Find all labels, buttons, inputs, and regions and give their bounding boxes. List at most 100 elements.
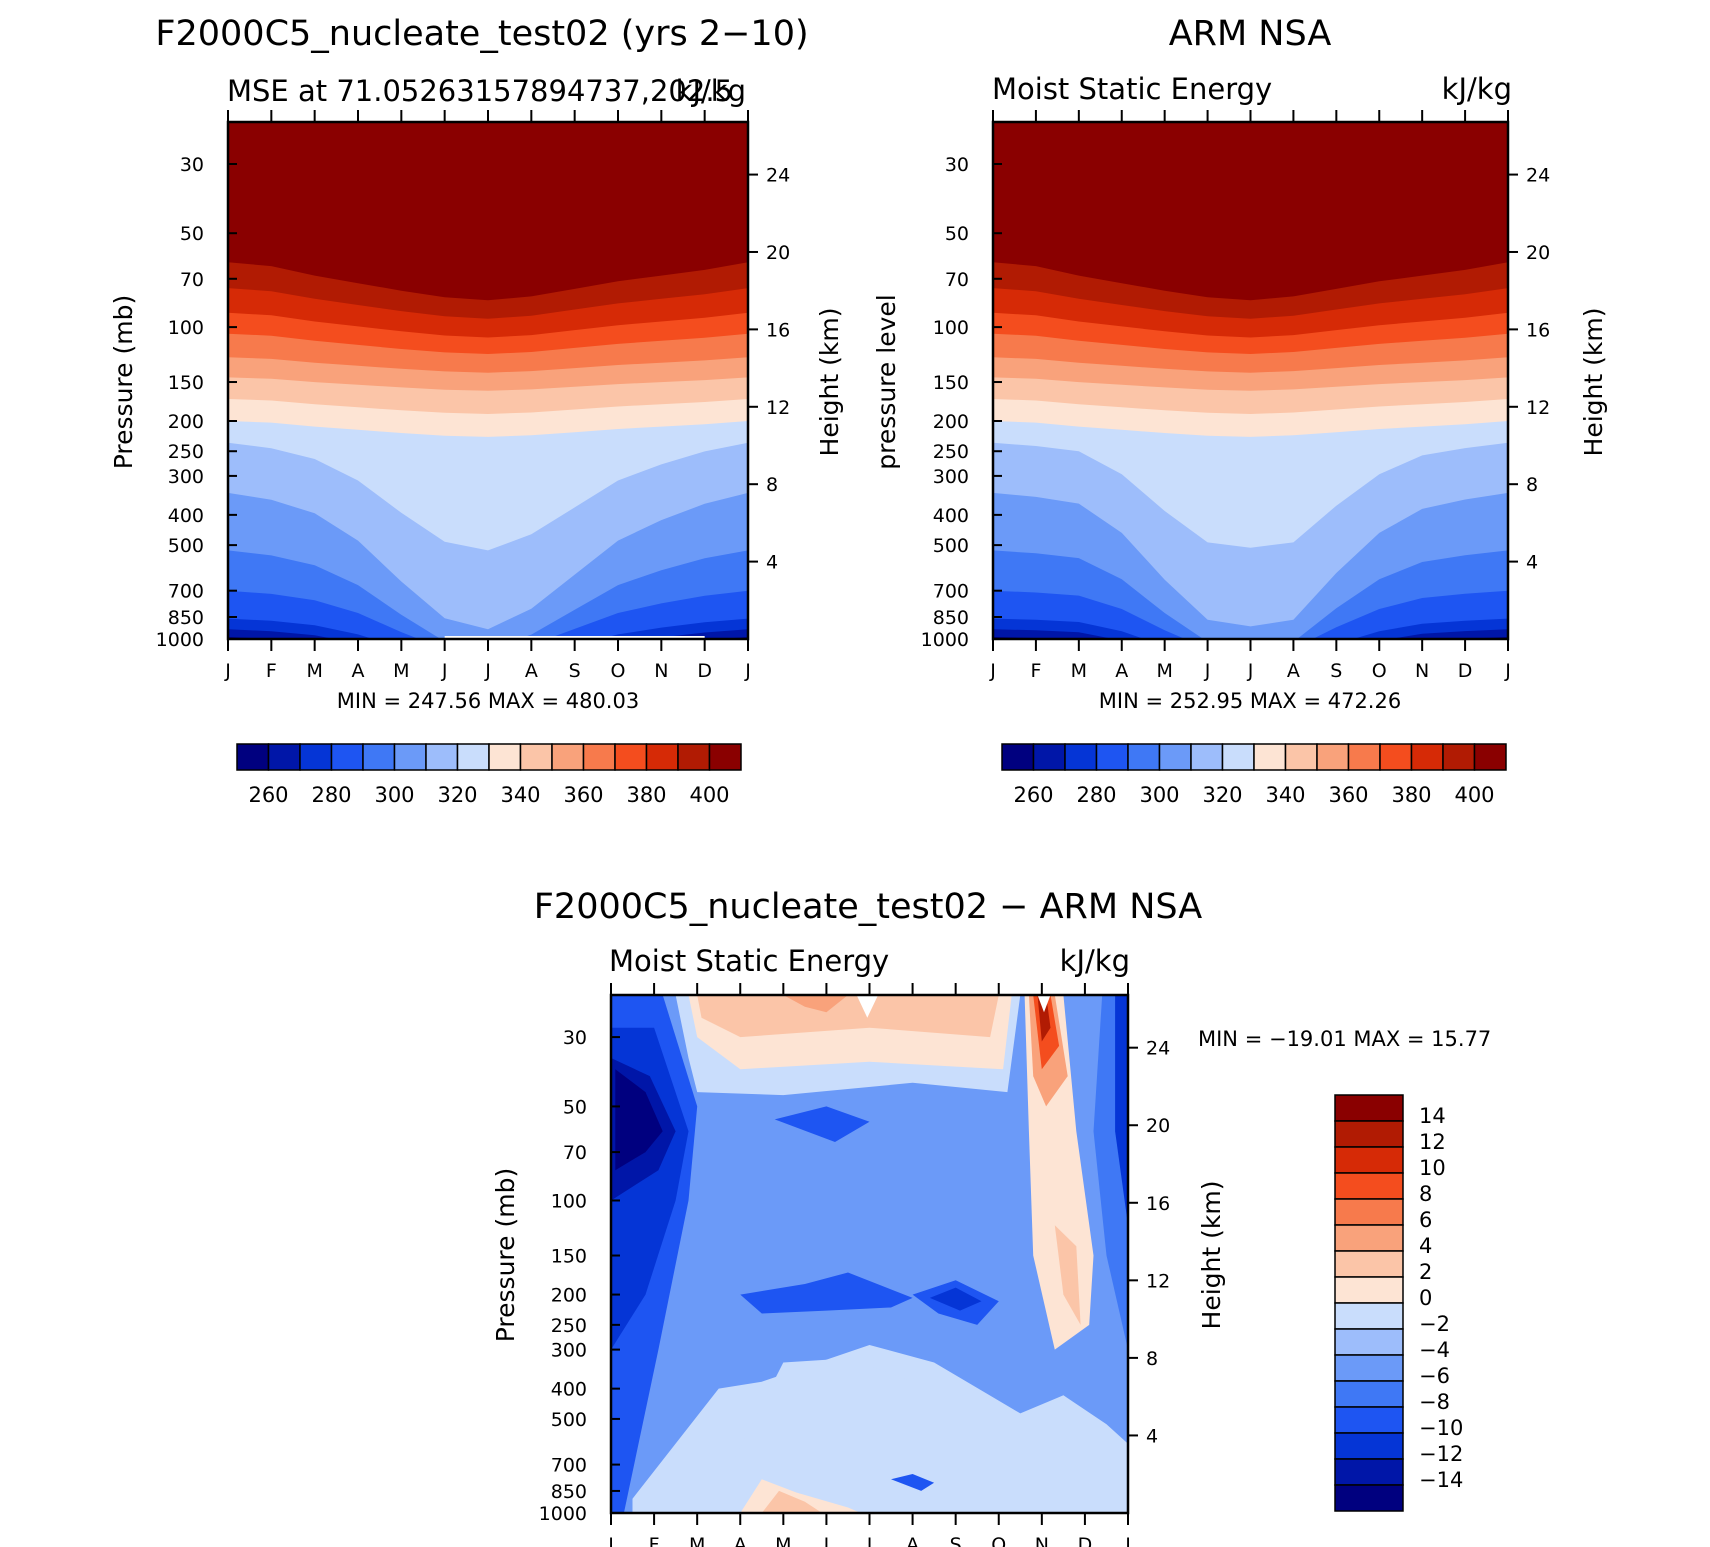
contour-band (697, 995, 999, 1038)
x-tick-label: J (441, 660, 448, 682)
y-tick-label: 400 (551, 1379, 587, 1401)
y2-tick-label: 24 (766, 165, 790, 187)
x-tick-label: A (352, 660, 365, 682)
y-axis-label: Pressure (mb) (491, 1168, 520, 1342)
contour-band (1037, 995, 1051, 1042)
x-tick-label: D (697, 660, 712, 682)
contour-band (783, 995, 848, 1013)
y2-tick-label: 4 (1146, 1425, 1158, 1447)
colorbar-swatch (1334, 1198, 1404, 1226)
colorbar-label: 340 (500, 783, 540, 807)
y-tick-label: 70 (945, 269, 969, 291)
colorbar-label: 2 (1419, 1260, 1432, 1284)
colorbar-swatch (1158, 743, 1192, 771)
colorbar-swatch (1334, 1328, 1404, 1356)
colorbar-swatch (1473, 743, 1507, 771)
contour-band (228, 590, 748, 639)
colorbar-swatch (1334, 1406, 1404, 1434)
y-tick-label: 200 (933, 411, 969, 433)
x-tick-label: J (744, 660, 751, 682)
y-tick-label: 250 (933, 441, 969, 463)
x-tick-label: M (393, 660, 409, 682)
colorbar-swatch (1334, 1354, 1404, 1382)
contour-band (993, 618, 1508, 639)
y-tick-label: 100 (551, 1190, 587, 1212)
colorbar-swatch (1001, 743, 1035, 771)
colorbar-swatch (645, 743, 679, 771)
x-tick-label: M (689, 1534, 705, 1547)
colorbar-label: 400 (1454, 783, 1494, 807)
colorbar: 260 280 300 320 340 360 380 400 (1001, 743, 1507, 807)
y2-tick-label: 8 (1526, 474, 1538, 496)
y-tick-label: 300 (551, 1340, 587, 1362)
colorbar-swatch (488, 743, 522, 771)
colorbar-swatch (1442, 743, 1476, 771)
contour-fill (993, 122, 1508, 639)
x-tick-label: M (1071, 660, 1087, 682)
y-axis-label: Pressure (mb) (109, 295, 138, 469)
colorbar-label: 280 (1076, 783, 1116, 807)
colorbar-label: 14 (1419, 1104, 1446, 1128)
colorbar-swatch (614, 743, 648, 771)
colorbar-swatch (1334, 1146, 1404, 1174)
colorbar-swatch (1127, 743, 1161, 771)
contour-band (929, 1287, 982, 1311)
x-tick-label: N (654, 660, 668, 682)
colorbar-label: 360 (563, 783, 603, 807)
y2-tick-label: 12 (1146, 1270, 1170, 1292)
colorbar-label: 380 (1391, 783, 1431, 807)
x-tick-label: J (989, 660, 996, 682)
contour-band (856, 995, 879, 1018)
y2-axis-label: Height (km) (1579, 308, 1608, 457)
colorbar-swatch (1347, 743, 1381, 771)
x-tick-label: M (775, 1534, 791, 1547)
colorbar-swatch (1334, 1250, 1404, 1278)
colorbar-label: 320 (1202, 783, 1242, 807)
y2-tick-label: 24 (1526, 165, 1550, 187)
colorbar-label: −4 (1419, 1338, 1450, 1362)
colorbar-swatch (1410, 743, 1444, 771)
min-max-label: MIN = 247.56 MAX = 480.03 (337, 689, 639, 713)
colorbar-swatch (1316, 743, 1350, 771)
colorbar-swatch (267, 743, 301, 771)
colorbar: 260 280 300 320 340 360 380 400 (236, 743, 742, 807)
surface-gap (444, 636, 705, 639)
x-tick-label: F (649, 1534, 660, 1547)
y2-tick-label: 4 (766, 552, 778, 574)
y-tick-label: 50 (945, 223, 969, 245)
y2-tick-label: 12 (766, 397, 790, 419)
x-tick-label: J (1204, 660, 1211, 682)
y-tick-label: 70 (563, 1142, 587, 1164)
y-tick-label: 150 (168, 372, 204, 394)
contour-band (1115, 995, 1128, 1226)
colorbar-swatch (519, 743, 553, 771)
y-tick-label: 250 (551, 1315, 587, 1337)
x-tick-label: A (906, 1534, 919, 1547)
y2-tick-label: 20 (766, 242, 790, 264)
y-tick-label: 30 (180, 154, 204, 176)
colorbar-swatch (1334, 1380, 1404, 1408)
colorbar-swatch (1095, 743, 1129, 771)
panel-title: F2000C5_nucleate_test02 (yrs 2−10) (155, 14, 808, 54)
y-tick-label: 850 (551, 1481, 587, 1503)
colorbar-swatch (582, 743, 616, 771)
contour-band (993, 590, 1508, 639)
colorbar-swatch (1334, 1484, 1404, 1512)
y-tick-label: 500 (551, 1409, 587, 1431)
contour-band (740, 1272, 913, 1314)
y-tick-label: 700 (168, 581, 204, 603)
colorbar-swatch (1284, 743, 1318, 771)
contour-band (1054, 1225, 1081, 1325)
colorbar-label: 380 (626, 783, 666, 807)
contour-band (615, 1069, 663, 1171)
colorbar-swatch (1334, 1432, 1404, 1460)
min-max-label: MIN = −19.01 MAX = 15.77 (1198, 1027, 1491, 1051)
x-tick-label: D (1458, 660, 1473, 682)
colorbar-label: 0 (1419, 1286, 1432, 1310)
colorbar-swatch (1334, 1172, 1404, 1200)
contour-band (1037, 995, 1051, 1013)
colorbar-swatch (1221, 743, 1255, 771)
colorbar-swatch (1334, 1224, 1404, 1252)
y-tick-label: 200 (551, 1285, 587, 1307)
